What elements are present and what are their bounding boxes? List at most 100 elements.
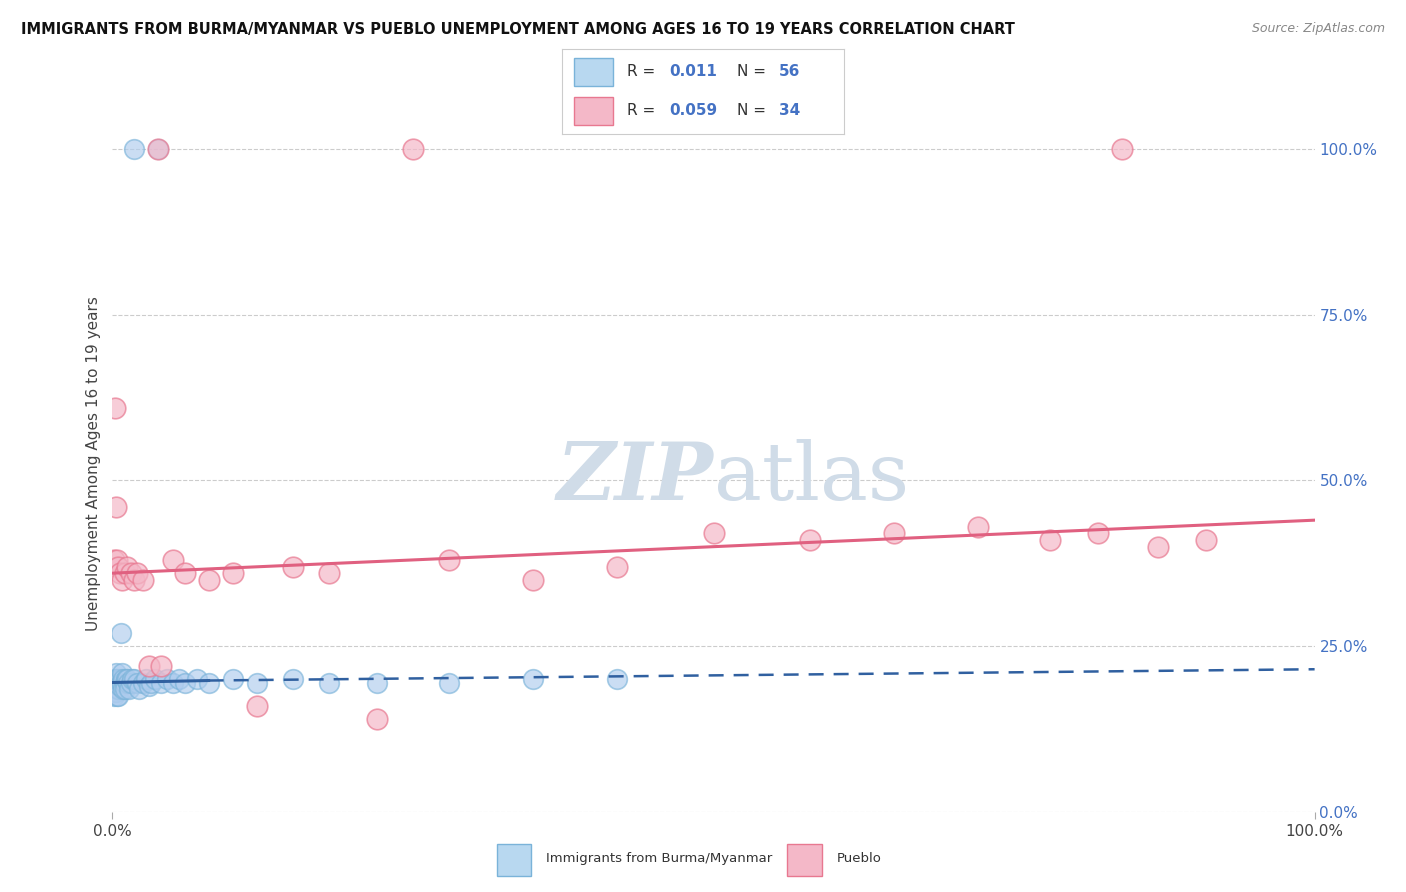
- Point: [120, 566, 142, 581]
- Text: Pueblo: Pueblo: [837, 852, 882, 865]
- Bar: [787, 844, 821, 876]
- Point: [108, 672, 131, 686]
- Point: [128, 682, 150, 697]
- Point: [437, 553, 460, 567]
- Point: [246, 698, 269, 713]
- Point: [107, 682, 129, 697]
- Text: atlas: atlas: [713, 439, 908, 516]
- Point: [117, 675, 139, 690]
- Point: [103, 689, 125, 703]
- Point: [883, 526, 905, 541]
- Point: [318, 675, 340, 690]
- Point: [146, 142, 169, 156]
- Text: N =: N =: [737, 103, 770, 119]
- Point: [135, 672, 157, 686]
- Point: [173, 675, 195, 690]
- Point: [366, 675, 388, 690]
- Point: [1195, 533, 1218, 547]
- Text: 56: 56: [779, 64, 800, 79]
- Point: [107, 559, 129, 574]
- Point: [606, 672, 628, 686]
- Point: [105, 689, 128, 703]
- Bar: [498, 844, 531, 876]
- Point: [114, 675, 136, 690]
- Point: [799, 533, 821, 547]
- Point: [110, 625, 132, 640]
- Point: [437, 675, 460, 690]
- Point: [1111, 142, 1133, 156]
- Point: [131, 573, 153, 587]
- Point: [402, 142, 425, 156]
- Point: [105, 682, 128, 697]
- Point: [107, 675, 129, 690]
- Text: ZIP: ZIP: [557, 439, 713, 516]
- Point: [197, 675, 219, 690]
- Point: [115, 559, 138, 574]
- Point: [103, 553, 125, 567]
- Point: [122, 573, 145, 587]
- Point: [167, 672, 190, 686]
- Text: Immigrants from Burma/Myanmar: Immigrants from Burma/Myanmar: [546, 852, 772, 865]
- Point: [1039, 533, 1062, 547]
- Point: [122, 672, 145, 686]
- Point: [131, 675, 153, 690]
- Point: [103, 682, 125, 697]
- Point: [702, 526, 725, 541]
- Point: [149, 659, 172, 673]
- Point: [122, 142, 145, 156]
- Text: R =: R =: [627, 64, 661, 79]
- Point: [110, 675, 132, 690]
- Point: [138, 659, 160, 673]
- Point: [162, 675, 184, 690]
- Point: [125, 566, 148, 581]
- Point: [173, 566, 195, 581]
- Point: [281, 672, 304, 686]
- Point: [120, 675, 142, 690]
- Point: [105, 672, 128, 686]
- Point: [139, 675, 162, 690]
- Point: [222, 566, 245, 581]
- Point: [112, 672, 135, 686]
- Point: [111, 573, 134, 587]
- Point: [125, 675, 148, 690]
- Point: [108, 679, 131, 693]
- Point: [107, 689, 129, 703]
- Point: [105, 665, 128, 680]
- Point: [222, 672, 245, 686]
- Text: 34: 34: [779, 103, 800, 119]
- Point: [281, 559, 304, 574]
- Point: [366, 712, 388, 726]
- Point: [246, 675, 269, 690]
- Point: [111, 675, 134, 690]
- Point: [104, 679, 127, 693]
- Point: [114, 682, 136, 697]
- Point: [138, 679, 160, 693]
- Point: [118, 682, 141, 697]
- Point: [105, 500, 128, 514]
- Point: [522, 672, 544, 686]
- Text: N =: N =: [737, 64, 770, 79]
- Point: [112, 682, 135, 697]
- Text: Source: ZipAtlas.com: Source: ZipAtlas.com: [1251, 22, 1385, 36]
- Point: [103, 675, 125, 690]
- Point: [155, 672, 177, 686]
- Point: [162, 553, 184, 567]
- Point: [146, 142, 169, 156]
- Point: [105, 672, 128, 686]
- Point: [1087, 526, 1109, 541]
- Point: [105, 685, 128, 699]
- Point: [104, 401, 127, 415]
- Point: [114, 566, 136, 581]
- Point: [186, 672, 208, 686]
- Point: [606, 559, 628, 574]
- Point: [318, 566, 340, 581]
- Point: [104, 685, 127, 699]
- Point: [108, 566, 131, 581]
- Point: [967, 520, 990, 534]
- Text: 0.011: 0.011: [669, 64, 717, 79]
- Point: [104, 672, 127, 686]
- Point: [149, 675, 172, 690]
- Text: IMMIGRANTS FROM BURMA/MYANMAR VS PUEBLO UNEMPLOYMENT AMONG AGES 16 TO 19 YEARS C: IMMIGRANTS FROM BURMA/MYANMAR VS PUEBLO …: [21, 22, 1015, 37]
- Point: [105, 553, 128, 567]
- Point: [1147, 540, 1170, 554]
